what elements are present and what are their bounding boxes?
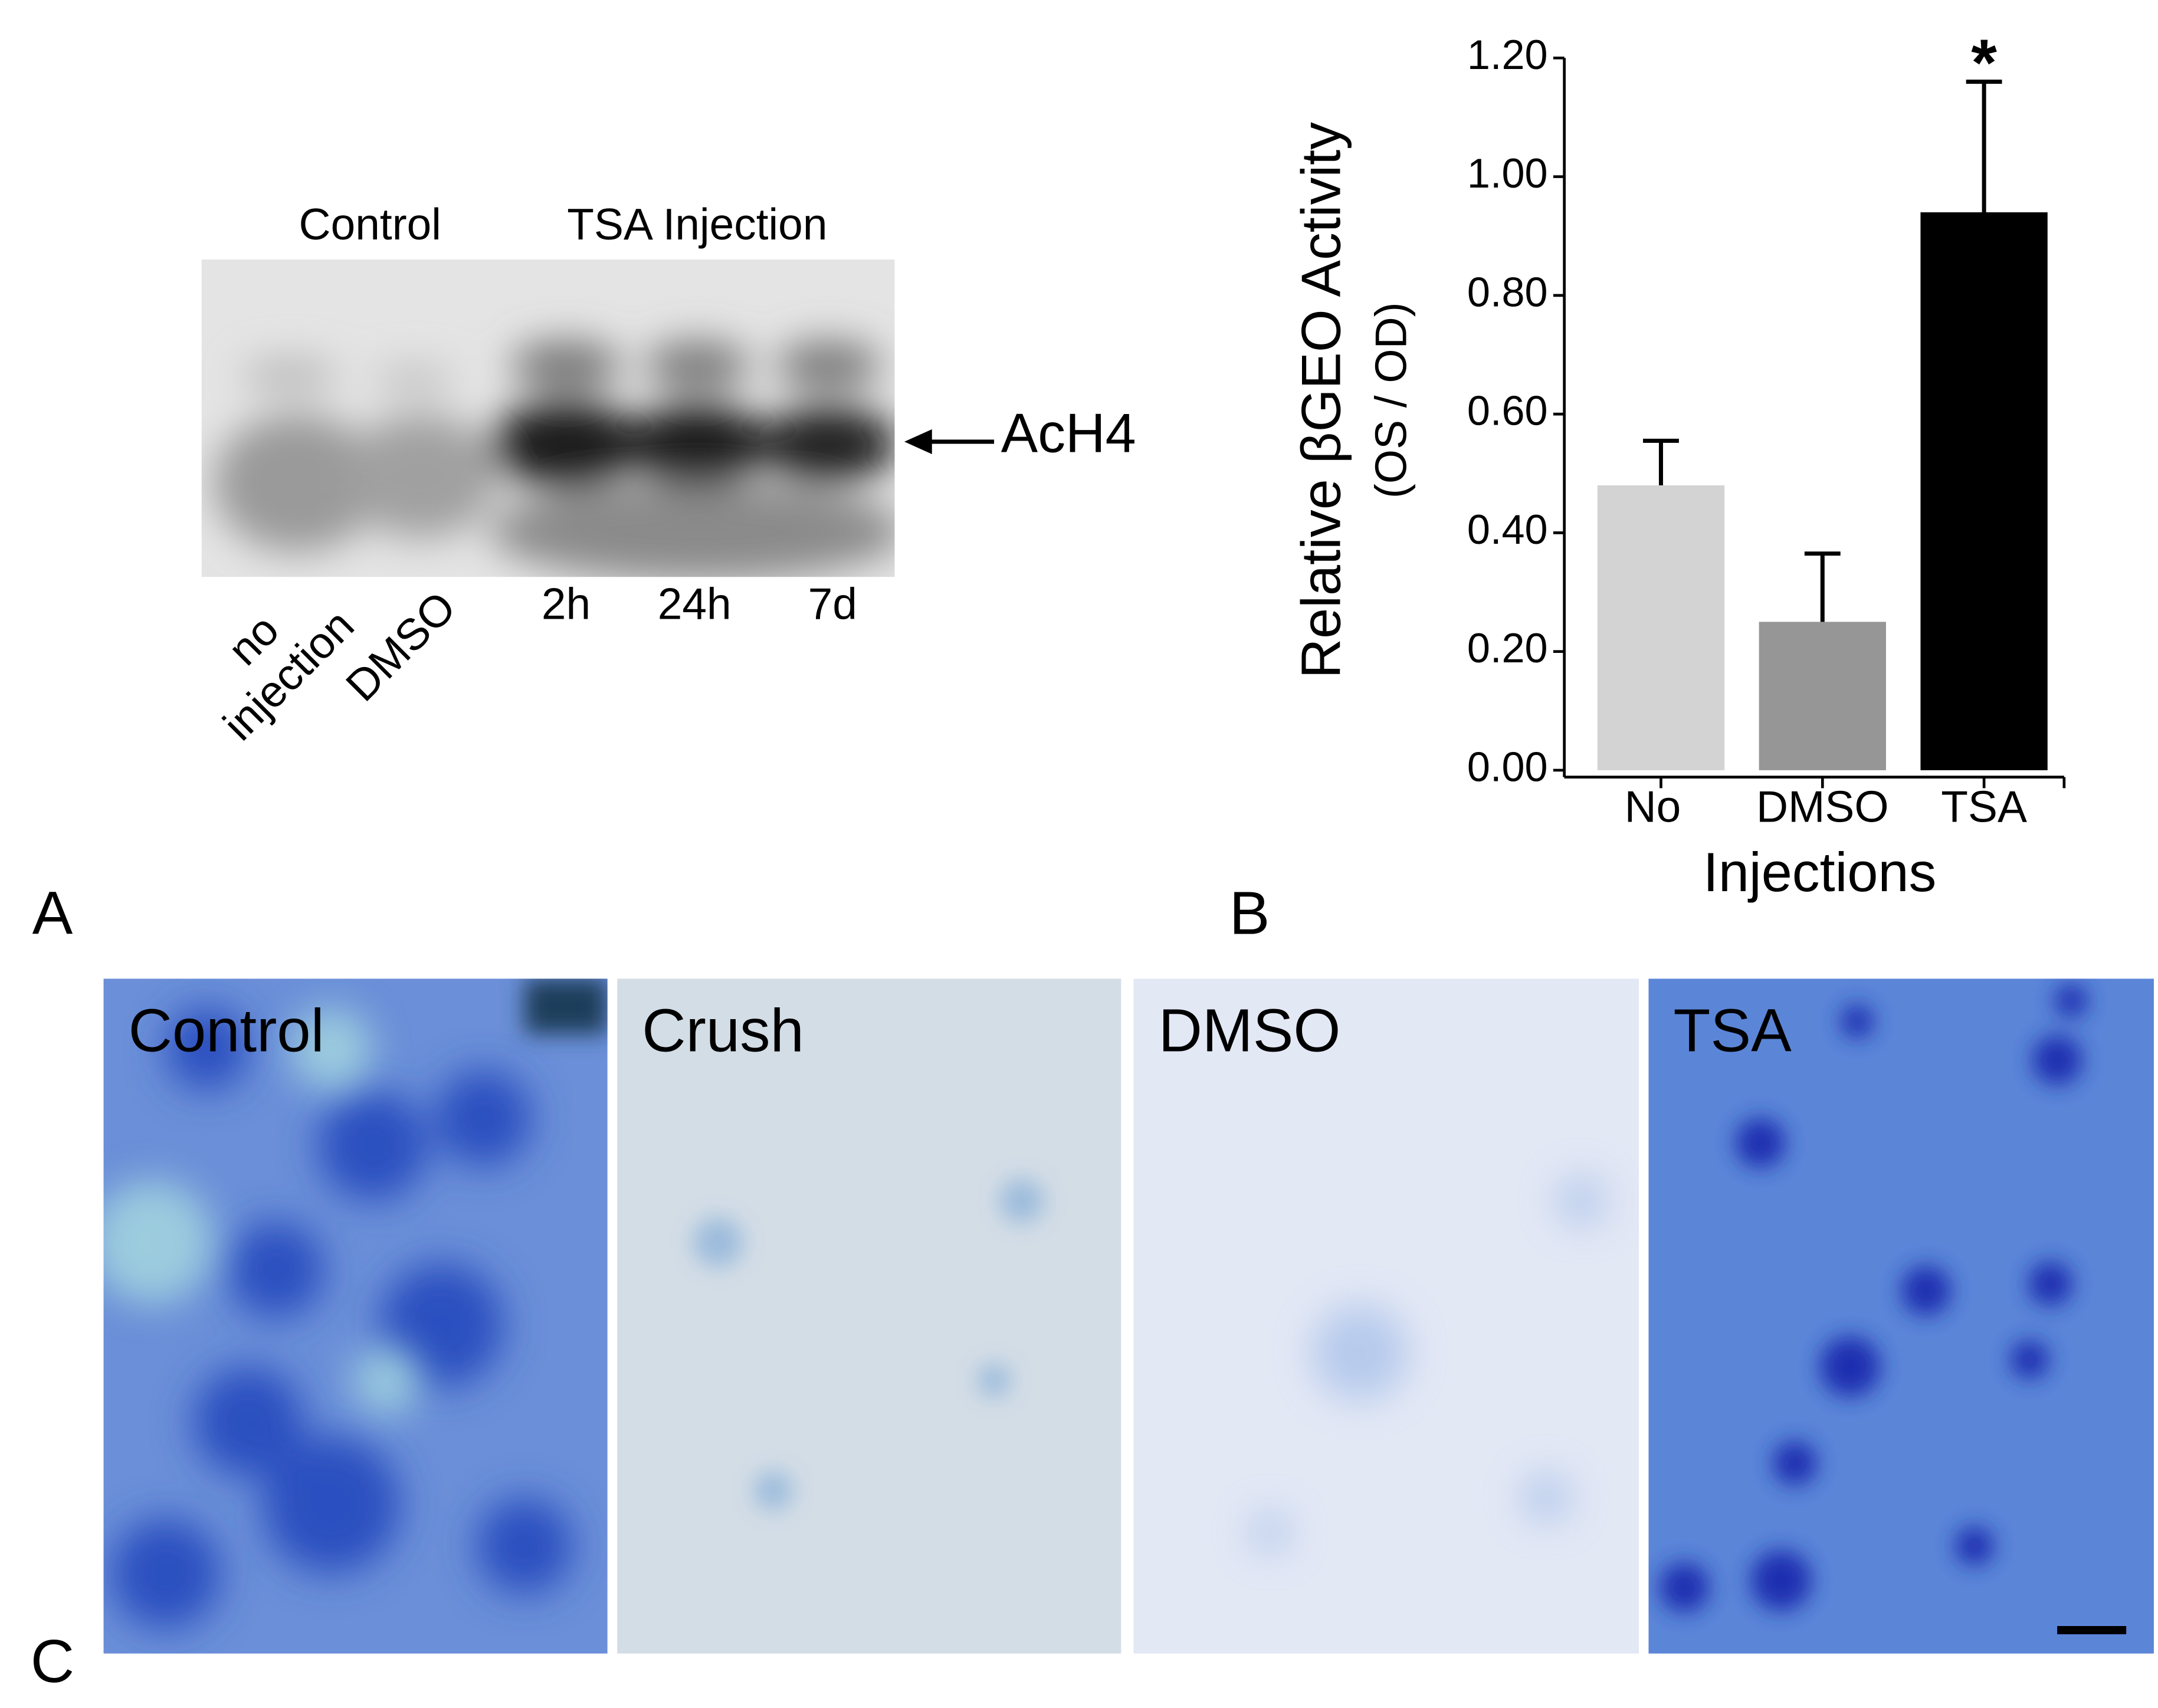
blot-image <box>201 260 895 577</box>
lane-label: 2h <box>542 579 591 629</box>
x-tick-label: TSA <box>1941 782 2027 832</box>
annotation: * <box>1971 25 1997 100</box>
micrograph <box>617 978 1121 1654</box>
bar-chart: 0.00 0.20 0.40 0.60 0.80 1.00 1.20 No DMSO TSA * In… <box>1290 25 2066 903</box>
y-tick-label: 0.80 <box>1467 268 1548 315</box>
y-tick-label: 0.00 <box>1467 743 1548 790</box>
bar <box>1597 485 1725 770</box>
panel-label: C <box>31 1627 74 1695</box>
x-tick-label: DMSO <box>1756 782 1889 832</box>
panel-label: A <box>32 879 73 947</box>
lane-label: DMSO <box>336 582 465 710</box>
y-tick-label: 0.40 <box>1467 506 1548 553</box>
panel-label: B <box>1229 879 1270 947</box>
bar <box>1920 212 2048 770</box>
micrograph-label: DMSO <box>1159 996 1341 1064</box>
micrograph-label: TSA <box>1674 996 1792 1064</box>
micrograph-label: Crush <box>642 996 804 1064</box>
y-tick-label: 1.00 <box>1467 150 1548 196</box>
group-label: Control <box>299 199 441 249</box>
y-axis-title: Relative βGEO Activity <box>1290 122 1352 679</box>
micrograph-labels: Control Crush DMSO TSA <box>129 996 1792 1064</box>
micrograph <box>103 978 608 1654</box>
micrograph <box>1648 978 2154 1654</box>
lane-label: 7d <box>808 579 857 629</box>
micrograph-label: Control <box>129 996 324 1064</box>
lane-label: 24h <box>658 579 732 629</box>
band-label: AcH4 <box>1001 402 1136 464</box>
micrograph <box>1133 978 1639 1654</box>
bar <box>1759 622 1886 770</box>
y-tick-label: 1.20 <box>1467 31 1548 78</box>
band-arrowhead <box>904 429 932 454</box>
y-tick-label: 0.20 <box>1467 625 1548 671</box>
y-tick-label: 0.60 <box>1467 387 1548 434</box>
group-label: TSA Injection <box>567 199 827 249</box>
y-axis-subtitle: (OS / OD) <box>1366 302 1416 498</box>
x-tick-label: No <box>1625 782 1681 832</box>
x-axis-title: Injections <box>1703 841 1936 903</box>
